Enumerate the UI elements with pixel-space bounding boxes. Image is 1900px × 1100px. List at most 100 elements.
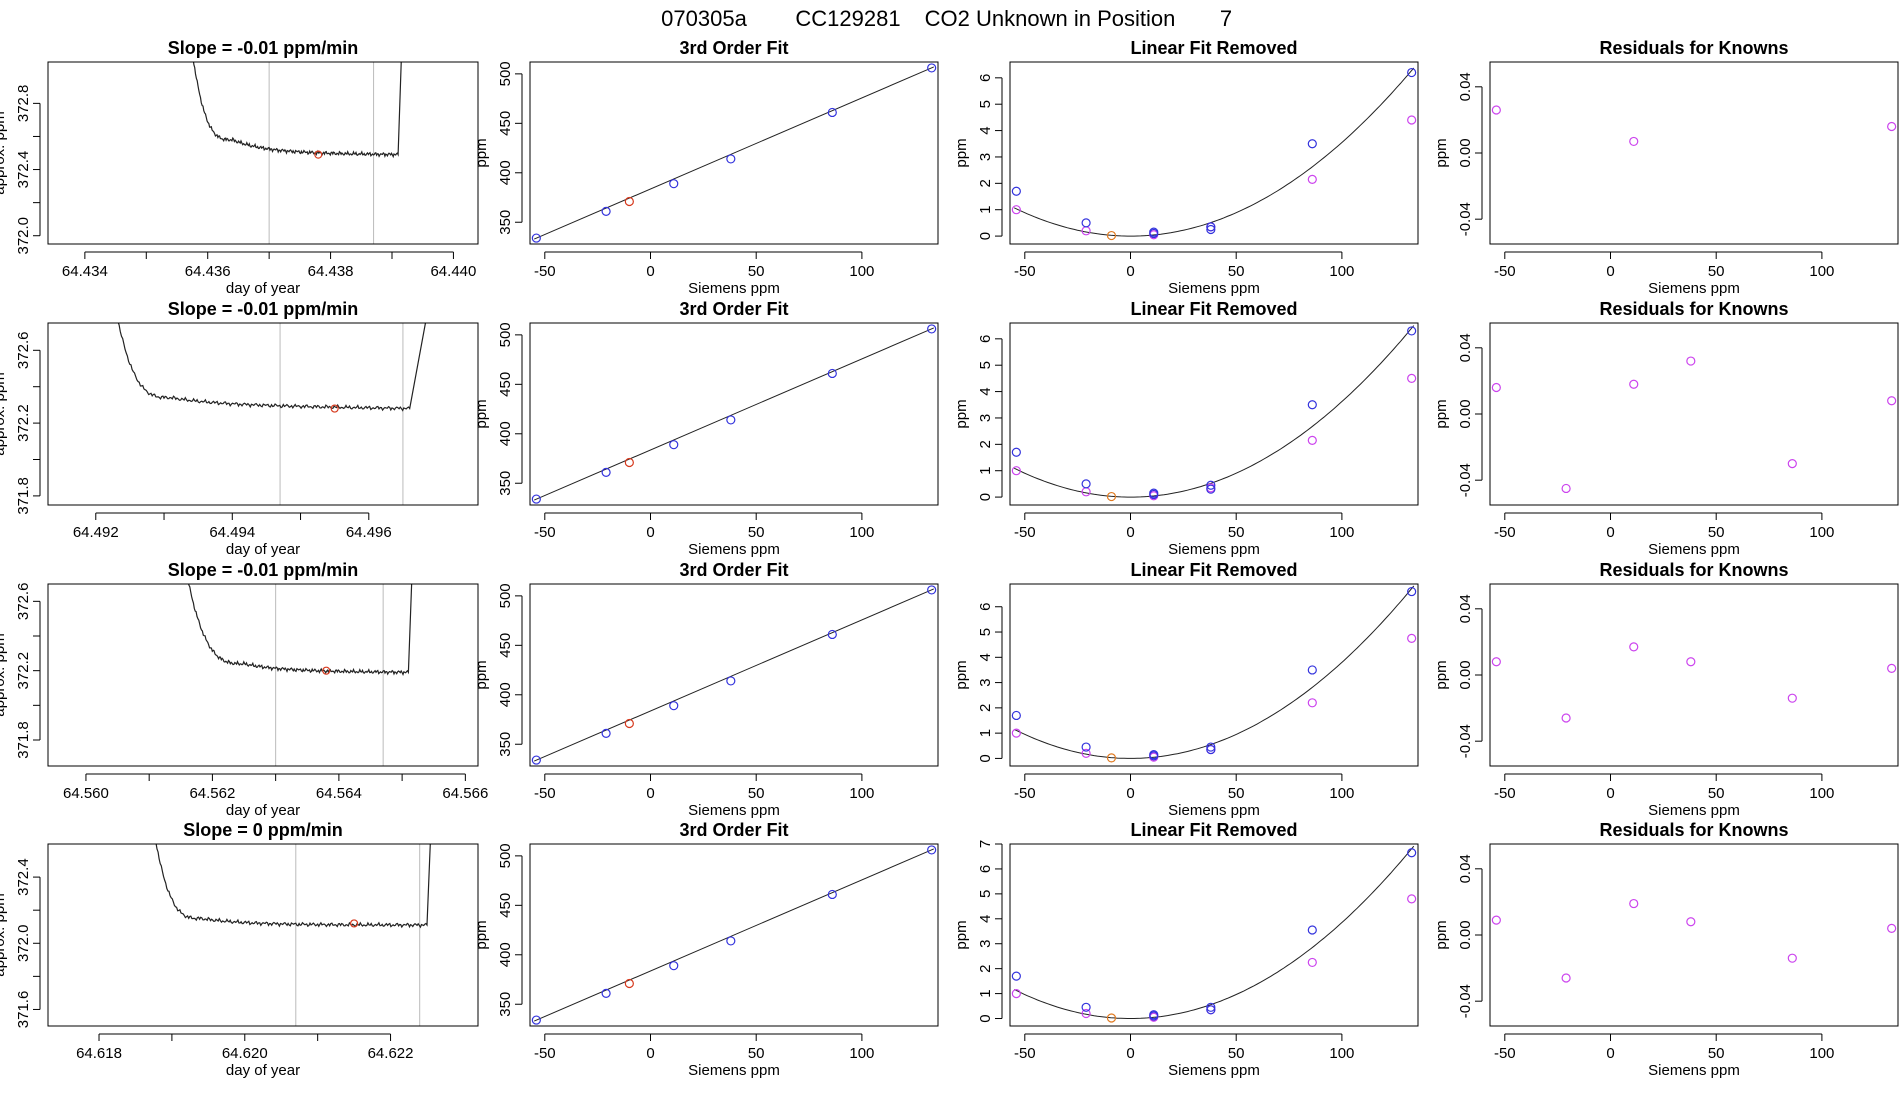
y-tick-label: 0 [977, 754, 994, 762]
y-tick-label: -0.04 [1457, 202, 1474, 236]
y-tick-label: 6 [977, 335, 994, 343]
panel-fit-row-4: 3rd Order Fit -50 0 50 100 350 400 450 500 Siemen… [473, 820, 939, 1079]
known-point [1206, 744, 1216, 755]
known-point [827, 629, 837, 640]
known-point [601, 988, 611, 998]
x-tick-label: 64.620 [222, 1045, 268, 1062]
y-tick-label: 0 [977, 1014, 994, 1022]
x-axis-label: day of year [226, 802, 300, 819]
y-tick-label: 371.8 [15, 477, 32, 515]
x-tick-label: 64.496 [346, 524, 392, 541]
unknown-point [1106, 1013, 1117, 1023]
x-axis-label: Siemens ppm [1168, 1062, 1260, 1079]
panel-frame [1009, 583, 1419, 767]
x-tick-label: 64.436 [185, 263, 231, 280]
x-tick-label: 64.566 [442, 785, 488, 802]
x-tick-label: 0 [1126, 524, 1134, 541]
y-axis-label: ppm [1433, 660, 1450, 689]
y-tick-label: 0.04 [1457, 594, 1474, 623]
x-tick-label: 64.492 [73, 524, 119, 541]
panel-linear-row-2: Linear Fit Removed -50 0 50 100 0 1 2 3 4 5 6 Siemen… [953, 299, 1419, 558]
residual-point [1787, 693, 1797, 703]
y-tick-label: 3 [977, 153, 994, 161]
fit-curve [1013, 325, 1415, 498]
y-axis-label: ppm [473, 399, 490, 428]
x-tick-label: 100 [1809, 263, 1834, 280]
residual-point [1629, 898, 1639, 909]
x-tick-label: 50 [748, 524, 765, 541]
residual-point [1686, 917, 1696, 927]
y-tick-label: 3 [977, 940, 994, 948]
y-tick-label: 4 [977, 387, 994, 395]
y-tick-label: 4 [977, 126, 994, 134]
plot-area [1011, 325, 1417, 502]
known-point [1307, 925, 1317, 935]
panel-frame [529, 322, 939, 506]
x-tick-label: 64.438 [308, 263, 354, 280]
panel-title: Linear Fit Removed [1130, 299, 1297, 319]
x-axis-label: Siemens ppm [1168, 541, 1260, 558]
known-point [1206, 742, 1216, 752]
y-tick-label: 0 [977, 493, 994, 501]
x-tick-label: 64.564 [316, 785, 362, 802]
y-axis-label: ppm [953, 660, 970, 689]
panel-title: 3rd Order Fit [679, 38, 788, 58]
raw-point [1011, 466, 1021, 476]
panel-time-row-3: Slope = -0.01 ppm/min 64.560 64.562 64.564 6… [0, 560, 488, 819]
y-tick-label: -0.04 [1457, 724, 1474, 758]
fit-curve [1013, 67, 1415, 237]
known-point [1407, 848, 1417, 858]
x-tick-label: 100 [849, 263, 874, 280]
y-axis-label: ppm [1433, 920, 1450, 949]
x-tick-label: 50 [1708, 1045, 1725, 1062]
y-tick-label: 400 [497, 421, 514, 446]
residual-point [1686, 657, 1696, 667]
figure-title-position: 7 [1220, 6, 1232, 31]
known-point [1407, 326, 1417, 336]
raw-point [1081, 1008, 1091, 1019]
x-axis-label: Siemens ppm [1648, 280, 1740, 297]
y-tick-label: 0 [977, 232, 994, 240]
y-axis-label: ppm [473, 920, 490, 949]
unknown-point [624, 196, 634, 207]
x-tick-label: -50 [1014, 524, 1036, 541]
y-axis-label: approx. ppm [0, 633, 8, 716]
plot-area [188, 584, 413, 766]
y-tick-label: -0.04 [1457, 463, 1474, 497]
panel-linear-row-1: Linear Fit Removed -50 0 50 100 0 1 2 3 4 5 6 Siemen… [953, 38, 1419, 297]
panel-resid-row-2: Residuals for Knowns -50 0 50 100 -0.04 0.00 0.… [1433, 299, 1899, 558]
known-point [726, 676, 736, 686]
x-axis-label: day of year [226, 541, 300, 558]
unknown-mean-point [330, 404, 339, 413]
figure-title: 070305a CC129281 CO2 Unknown in Position… [661, 6, 1232, 31]
known-point [726, 936, 736, 946]
panel-frame [1009, 843, 1419, 1027]
y-tick-label: 350 [497, 992, 514, 1017]
x-tick-label: 64.562 [189, 785, 235, 802]
y-tick-label: 400 [497, 160, 514, 185]
unknown-point [624, 978, 634, 989]
x-axis-label: Siemens ppm [688, 280, 780, 297]
x-tick-label: -50 [534, 524, 556, 541]
known-point [531, 494, 541, 504]
known-point [1206, 484, 1216, 494]
x-tick-label: 64.434 [62, 263, 108, 280]
x-tick-label: 0 [646, 263, 654, 280]
raw-point [1081, 748, 1091, 758]
y-tick-label: 2 [977, 179, 994, 187]
x-tick-label: -50 [1014, 263, 1036, 280]
x-tick-label: 0 [1126, 785, 1134, 802]
x-axis-label: Siemens ppm [688, 802, 780, 819]
y-tick-label: 3 [977, 414, 994, 422]
known-point [1206, 1002, 1216, 1012]
y-tick-label: 4 [977, 915, 994, 923]
y-tick-label: 5 [977, 100, 994, 108]
x-tick-label: -50 [534, 785, 556, 802]
x-axis-label: Siemens ppm [1648, 1062, 1740, 1079]
known-point [1206, 1005, 1216, 1015]
x-tick-label: 0 [1606, 1045, 1614, 1062]
figure-title-run: 070305a [661, 6, 747, 31]
raw-point [1011, 988, 1021, 999]
y-tick-label: 2 [977, 440, 994, 448]
